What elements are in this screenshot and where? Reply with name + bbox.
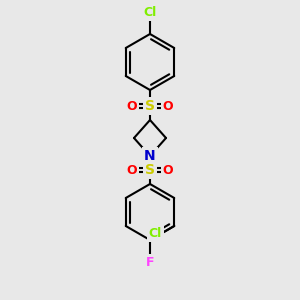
Text: Cl: Cl xyxy=(143,7,157,20)
Text: S: S xyxy=(145,99,155,113)
Text: O: O xyxy=(163,164,173,176)
Text: O: O xyxy=(127,164,137,176)
Text: F: F xyxy=(146,256,154,268)
Text: O: O xyxy=(127,100,137,112)
Text: Cl: Cl xyxy=(148,227,162,240)
Text: O: O xyxy=(163,100,173,112)
Text: N: N xyxy=(144,149,156,163)
Text: S: S xyxy=(145,163,155,177)
